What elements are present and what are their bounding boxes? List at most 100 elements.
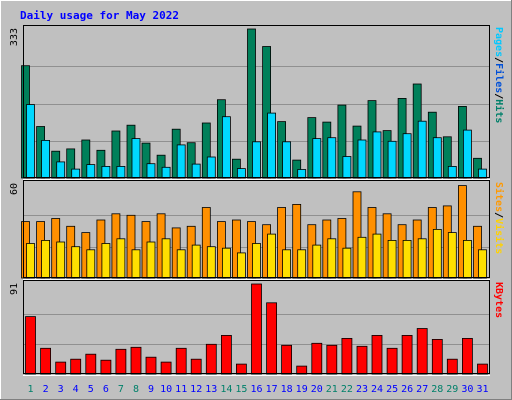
bar-kbytes-day-5 — [85, 353, 97, 375]
bar-sites-day-7 — [116, 238, 126, 279]
bar-sites-day-6 — [101, 243, 111, 279]
x-tick-label-day-17: 17 — [266, 384, 278, 395]
bar-kbytes-day-1 — [25, 316, 36, 375]
x-tick-label-day-14: 14 — [220, 384, 232, 395]
x-tick-label-day-30: 30 — [461, 384, 473, 395]
bar-kbytes-day-22 — [341, 337, 353, 375]
bar-kbytes-day-19 — [296, 365, 308, 375]
bar-kbytes-day-18 — [281, 344, 293, 375]
bar-kbytes-day-24 — [371, 334, 383, 375]
bar-files-day-9 — [146, 163, 156, 179]
legend-label-part: / — [493, 93, 504, 99]
bar-sites-day-10 — [161, 238, 171, 279]
bar-sites-day-3 — [56, 241, 66, 279]
bar-files-day-23 — [357, 139, 367, 179]
bar-sites-day-15 — [236, 252, 246, 279]
bar-sites-day-31 — [478, 249, 487, 279]
x-tick-label-day-29: 29 — [446, 384, 458, 395]
bar-sites-day-2 — [41, 239, 50, 279]
bar-sites-day-23 — [357, 236, 367, 279]
series-files — [26, 104, 487, 179]
bar-kbytes-day-31 — [477, 363, 488, 375]
bar-files-day-7 — [116, 165, 126, 179]
bar-sites-day-8 — [131, 249, 141, 279]
bar-kbytes-day-14 — [220, 334, 232, 375]
bar-files-day-17 — [267, 112, 277, 179]
x-tick-label-day-2: 2 — [43, 384, 49, 395]
bar-sites-day-13 — [206, 246, 216, 279]
bar-files-day-2 — [41, 139, 50, 179]
bar-sites-day-25 — [387, 239, 397, 279]
x-tick-label-day-20: 20 — [311, 384, 323, 395]
bar-files-day-12 — [191, 163, 201, 179]
bar-files-day-11 — [176, 144, 186, 179]
bar-files-day-24 — [372, 131, 382, 179]
bar-kbytes-day-17 — [266, 302, 278, 375]
bar-sites-day-17 — [267, 233, 277, 279]
legend-label-part: Files — [493, 63, 505, 93]
bar-kbytes-day-13 — [205, 343, 217, 375]
bar-files-day-30 — [462, 129, 472, 179]
bar-files-day-6 — [101, 165, 111, 179]
bar-kbytes-day-15 — [235, 363, 247, 375]
bar-files-day-1 — [26, 104, 35, 179]
x-tick-label-day-22: 22 — [341, 384, 353, 395]
bar-files-day-21 — [327, 137, 337, 179]
bar-files-day-31 — [478, 168, 487, 179]
bar-files-day-27 — [417, 120, 427, 179]
x-tick-label-day-26: 26 — [401, 384, 413, 395]
series-kbytes — [25, 283, 488, 375]
x-tick-label-day-10: 10 — [160, 384, 172, 395]
panel-visits: 60 Sites/Visits — [9, 180, 505, 280]
bar-sites-day-16 — [252, 243, 261, 279]
bar-files-day-18 — [282, 141, 292, 179]
bar-sites-day-12 — [191, 244, 201, 279]
bar-kbytes-day-2 — [40, 347, 51, 375]
x-tick-label-day-11: 11 — [175, 384, 187, 395]
bar-files-day-26 — [402, 133, 412, 179]
bar-kbytes-day-7 — [115, 348, 127, 375]
bar-sites-day-1 — [26, 243, 35, 279]
bar-kbytes-day-20 — [311, 342, 323, 375]
bar-kbytes-day-16 — [251, 283, 262, 375]
bar-files-day-4 — [71, 168, 81, 179]
panel-hits-ymax-label: 333 — [9, 28, 20, 46]
bar-files-day-15 — [236, 168, 246, 179]
bar-kbytes-day-8 — [130, 346, 142, 375]
bar-sites-day-5 — [86, 249, 96, 279]
bar-sites-day-26 — [402, 239, 412, 279]
x-tick-label-day-23: 23 — [356, 384, 368, 395]
bar-files-day-13 — [206, 156, 216, 179]
bar-files-day-25 — [387, 140, 397, 179]
bar-sites-day-21 — [327, 238, 337, 279]
x-tick-label-day-19: 19 — [296, 384, 308, 395]
bar-files-day-8 — [131, 138, 141, 179]
bar-sites-day-11 — [176, 249, 186, 279]
bar-sites-day-4 — [71, 246, 81, 279]
bar-kbytes-day-11 — [175, 347, 187, 375]
bar-kbytes-day-26 — [401, 334, 413, 375]
panel-kbytes-border — [23, 280, 490, 374]
bar-files-day-29 — [447, 165, 457, 179]
x-tick-label-day-31: 31 — [476, 384, 488, 395]
legend-label-part: Hits — [493, 99, 505, 123]
bar-sites-day-28 — [432, 228, 442, 279]
panel-hits-border — [23, 25, 490, 178]
x-tick-label-day-8: 8 — [133, 384, 139, 395]
bar-sites-day-29 — [447, 232, 457, 279]
panel-hits-legend-label: Pages/Files/Hits — [493, 27, 505, 123]
bar-kbytes-day-3 — [55, 361, 67, 375]
x-tick-label-day-24: 24 — [371, 384, 383, 395]
bar-files-day-28 — [432, 137, 442, 179]
x-tick-label-day-18: 18 — [281, 384, 293, 395]
x-tick-label-day-3: 3 — [58, 384, 64, 395]
bar-kbytes-day-12 — [190, 358, 202, 375]
x-tick-label-day-6: 6 — [103, 384, 109, 395]
bar-kbytes-day-29 — [446, 358, 458, 375]
panel-kbytes: 91 KBytes — [9, 280, 504, 376]
bar-sites-day-30 — [462, 239, 472, 279]
x-tick-label-day-27: 27 — [416, 384, 428, 395]
x-tick-label-day-9: 9 — [148, 384, 154, 395]
x-axis-day-labels: 1 2 3 4 5 6 7 8 9 10 11 12 13 14 15 16 17 18 19 20 21 22 23 24 2… — [27, 384, 488, 395]
